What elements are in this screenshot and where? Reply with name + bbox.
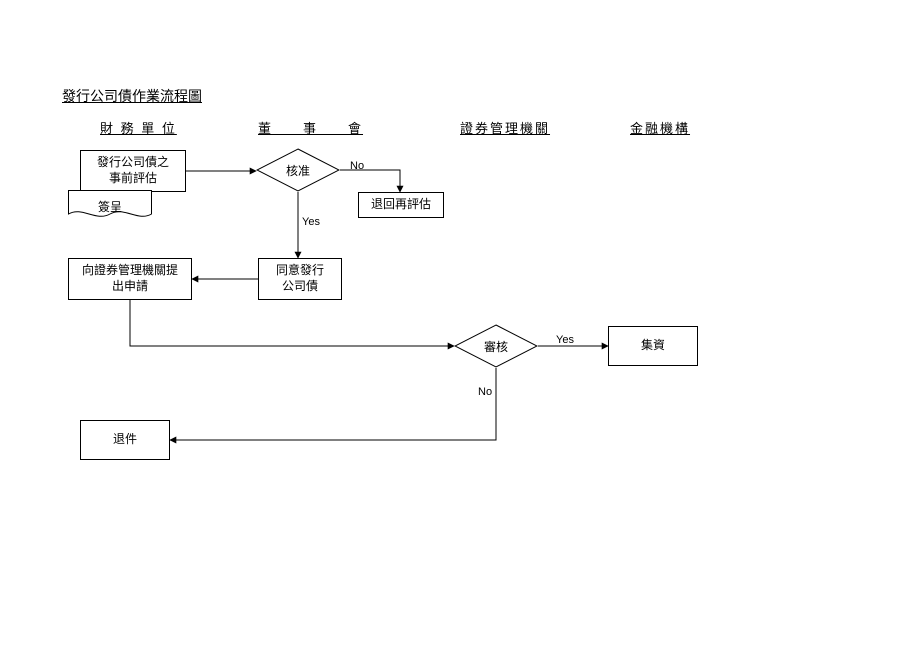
- edge-label-approve-no: No: [350, 160, 364, 172]
- edge-label-review-yes: Yes: [556, 334, 574, 346]
- edge-label-review-no: No: [478, 386, 492, 398]
- node-review-label: 審核: [454, 324, 538, 368]
- node-return: 退件: [80, 420, 170, 460]
- column-header-finance: 財 務 單 位: [100, 118, 177, 137]
- node-approve: 核准: [256, 148, 340, 192]
- node-eval: 發行公司債之 事前評估: [80, 150, 186, 192]
- node-apply: 向證券管理機關提 出申請: [68, 258, 192, 300]
- node-approve-label: 核准: [256, 148, 340, 192]
- node-raise: 集資: [608, 326, 698, 366]
- column-header-bank: 金融機構: [630, 118, 690, 137]
- node-reject1: 退回再評估: [358, 192, 444, 218]
- column-header-board: 董 事 會: [258, 118, 363, 137]
- node-memo-label: 簽呈: [98, 198, 122, 215]
- diagram-title: 發行公司債作業流程圖: [62, 86, 202, 106]
- node-agree: 同意發行 公司債: [258, 258, 342, 300]
- flowchart-canvas: 發行公司債作業流程圖 財 務 單 位 董 事 會 證券管理機關 金融機構 發行公…: [0, 0, 920, 651]
- edge-label-approve-yes: Yes: [302, 216, 320, 228]
- node-review: 審核: [454, 324, 538, 368]
- node-memo: 簽呈: [68, 190, 152, 222]
- column-header-regulator: 證券管理機關: [460, 118, 550, 137]
